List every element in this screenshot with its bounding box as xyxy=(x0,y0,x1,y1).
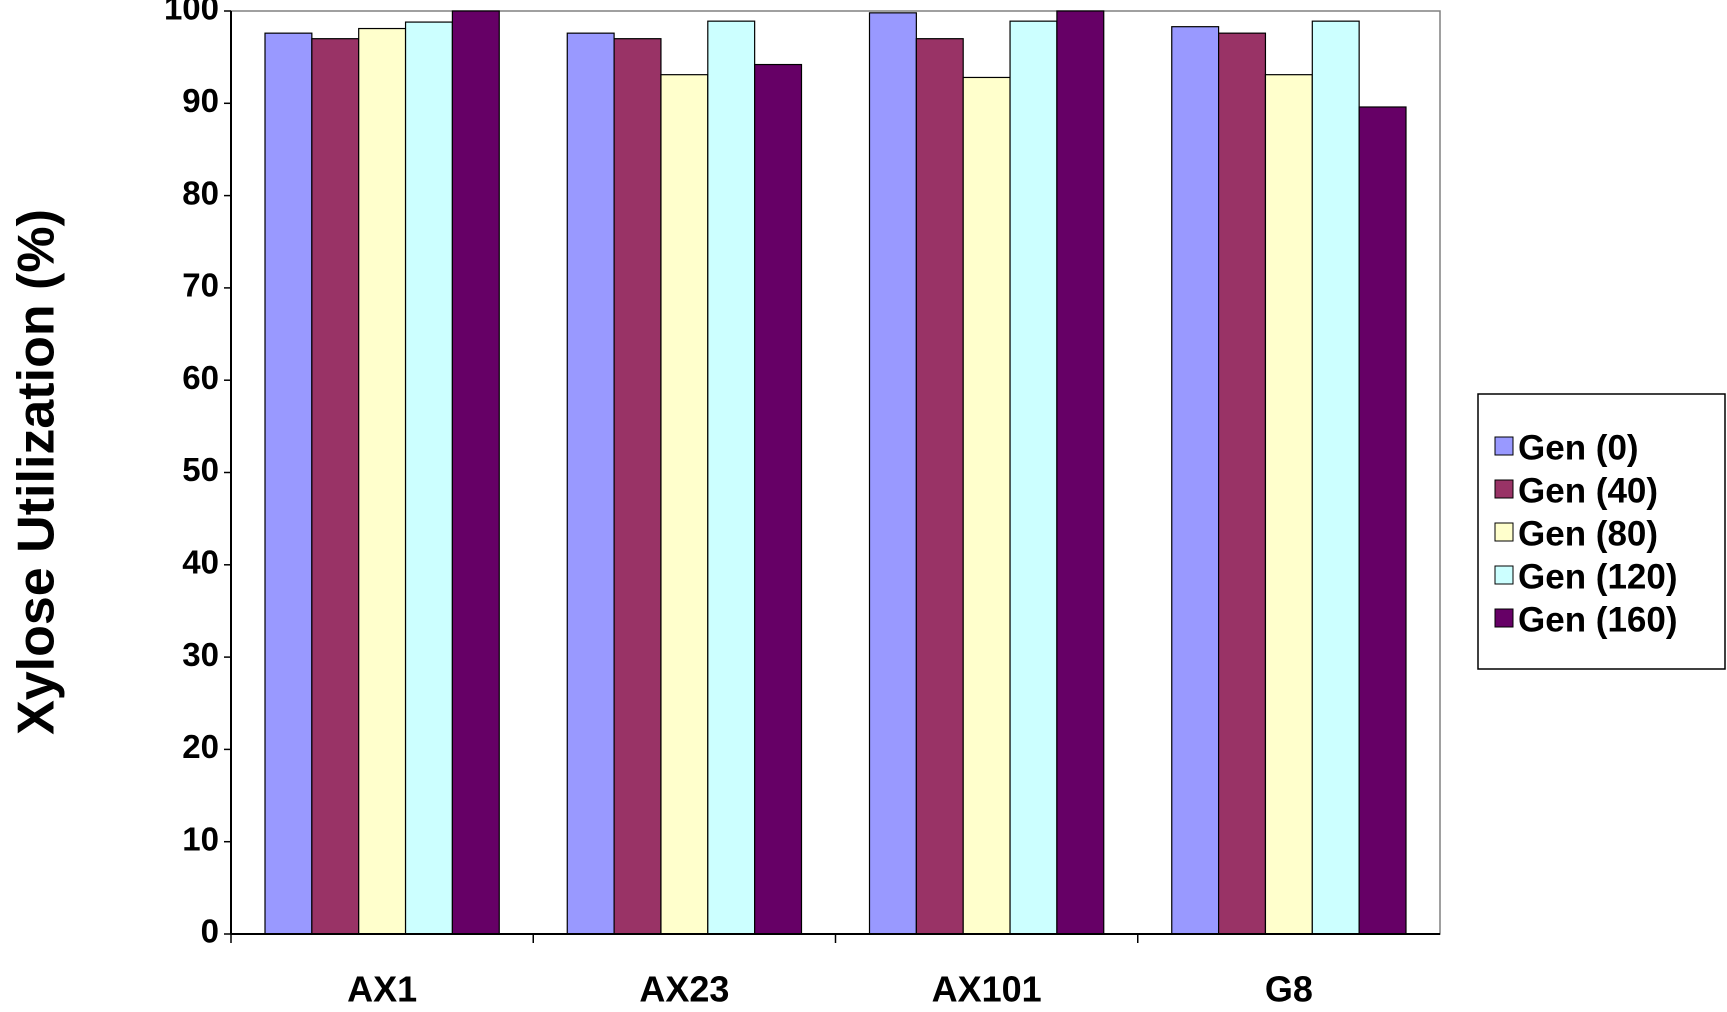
y-axis-title: Xylose Utilization (%) xyxy=(8,209,66,735)
bar xyxy=(613,38,662,935)
legend-swatch xyxy=(1494,522,1514,542)
x-tick-label: AX101 xyxy=(932,969,1042,1010)
legend-label: Gen (40) xyxy=(1518,471,1658,510)
y-tick-label: 50 xyxy=(182,451,219,488)
x-tick-label: AX23 xyxy=(639,969,729,1010)
bar xyxy=(404,21,453,935)
y-tick-label: 80 xyxy=(182,174,219,211)
legend-swatch xyxy=(1494,608,1514,628)
bar xyxy=(264,32,313,935)
y-tick-label: 70 xyxy=(182,267,219,304)
y-tick-label: 10 xyxy=(182,820,219,857)
bar xyxy=(1056,10,1105,935)
y-tick-label: 40 xyxy=(182,544,219,581)
bar xyxy=(962,76,1011,935)
bar xyxy=(707,20,756,935)
legend-label: Gen (120) xyxy=(1518,557,1678,596)
y-tick-label: 0 xyxy=(201,913,219,950)
bar xyxy=(1311,20,1360,935)
bar xyxy=(1358,106,1407,935)
x-tick-label: AX1 xyxy=(347,969,417,1010)
y-tick-label: 100 xyxy=(164,0,219,27)
y-tick-label: 90 xyxy=(182,82,219,119)
bar xyxy=(566,32,615,935)
bar xyxy=(451,10,500,935)
bar xyxy=(311,38,360,935)
bar xyxy=(915,38,964,935)
x-tick-label: G8 xyxy=(1265,969,1313,1010)
legend-label: Gen (160) xyxy=(1518,600,1678,639)
bar xyxy=(1218,32,1267,935)
bar xyxy=(868,12,917,935)
legend-swatch xyxy=(1494,565,1514,585)
legend-swatch xyxy=(1494,436,1514,456)
legend-label: Gen (0) xyxy=(1518,428,1639,467)
legend-box xyxy=(1477,393,1726,670)
bar xyxy=(1009,20,1058,935)
y-tick-label: 60 xyxy=(182,359,219,396)
bar xyxy=(1264,74,1313,935)
bar xyxy=(358,27,407,935)
bar xyxy=(754,63,803,935)
legend-swatch xyxy=(1494,479,1514,499)
bar xyxy=(1171,26,1220,935)
bar xyxy=(660,74,709,935)
y-tick-label: 20 xyxy=(182,728,219,765)
y-tick-label: 30 xyxy=(182,636,219,673)
legend-label: Gen (80) xyxy=(1518,514,1658,553)
